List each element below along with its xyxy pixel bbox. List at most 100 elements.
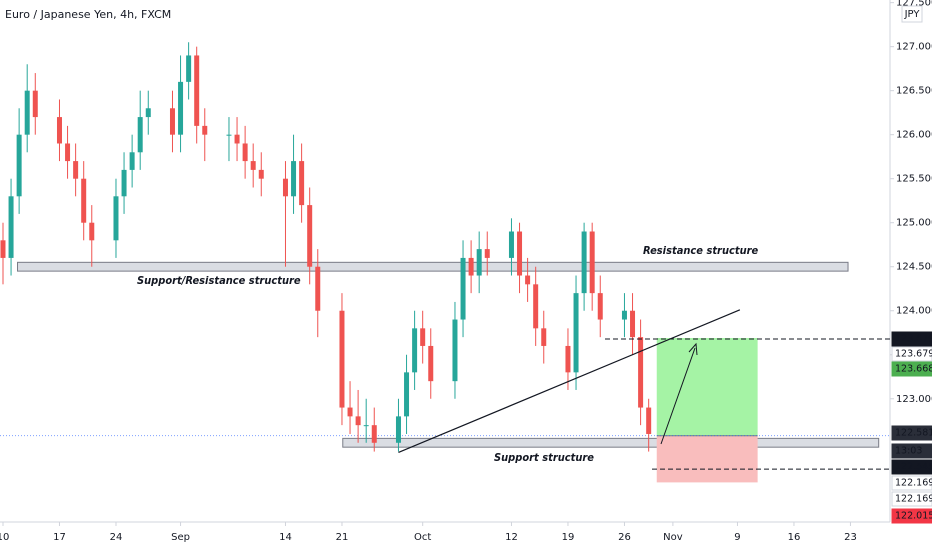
price-tag-label: 122.169 <box>895 478 932 489</box>
candle-body <box>81 178 87 223</box>
candle-body <box>508 231 514 258</box>
price-tag <box>891 361 932 377</box>
candle-body <box>452 319 458 382</box>
x-tick-label: Sep <box>171 532 190 543</box>
currency-box <box>901 5 923 23</box>
candle-body <box>404 372 410 417</box>
candle-body <box>16 134 22 197</box>
candle-body <box>169 108 175 135</box>
candle-body <box>589 231 595 294</box>
x-tick-label: 9 <box>734 532 740 543</box>
zone <box>342 437 880 448</box>
price-tag-label: 123.679 <box>895 334 932 345</box>
candle-body <box>621 310 627 320</box>
price-tag <box>891 425 932 441</box>
candle-body <box>355 416 361 426</box>
price-tag-label: 122.015 <box>895 511 932 522</box>
candle-body <box>525 275 531 285</box>
price-tag-label: 123.679 <box>895 349 932 360</box>
candle-body <box>89 222 95 241</box>
x-tick-label: 12 <box>505 532 518 543</box>
price-tag <box>891 346 932 362</box>
candle-body <box>533 284 539 329</box>
price-tag <box>891 508 932 524</box>
y-tick-label: 123.000 <box>896 394 932 405</box>
candle-body <box>32 90 38 118</box>
candle-body <box>73 161 79 179</box>
candle-body <box>347 407 353 417</box>
arrow-head <box>688 342 698 356</box>
candle-body <box>420 328 426 346</box>
price-tag <box>891 491 932 507</box>
candle-body <box>363 425 369 427</box>
x-tick-label: 24 <box>110 532 123 543</box>
y-tick-label: 126.500 <box>896 86 932 97</box>
candle-body <box>581 231 587 294</box>
candle-body <box>412 328 418 373</box>
annotation: Resistance structure <box>643 244 759 257</box>
candle-body <box>565 345 571 373</box>
x-tick-label: 14 <box>279 532 292 543</box>
candle-body <box>8 196 14 258</box>
price-tag-label: 122.545 <box>895 462 932 473</box>
candle-body <box>638 337 644 408</box>
x-tick-label: 19 <box>562 532 575 543</box>
x-tick-label: Nov <box>663 532 683 543</box>
annotation: Support/Resistance structure <box>137 274 301 287</box>
price-tag-label: 13:03 <box>895 446 922 457</box>
candle-body <box>258 169 264 179</box>
price-tag-label: 122.581 <box>895 428 932 439</box>
y-tick-label: 127.000 <box>896 42 932 53</box>
arrow-shaft <box>660 347 696 445</box>
candle-body <box>573 293 579 373</box>
candle-body <box>137 117 143 153</box>
candle-body <box>186 55 192 82</box>
y-tick-label: 127.500 <box>896 0 932 9</box>
candle-body <box>646 407 652 434</box>
candle-body <box>460 257 466 320</box>
zone <box>17 261 849 272</box>
candle-body <box>339 310 345 408</box>
candle-body <box>0 240 6 258</box>
candle-body <box>202 125 208 135</box>
price-tag-label: 123.668 <box>895 364 932 375</box>
candle-body <box>476 249 482 276</box>
candle-body <box>24 90 30 135</box>
overlay: 123.679 123.679 123.668 122.581 13:03 122.545… <box>660 331 932 524</box>
x-tick-label: 23 <box>844 532 857 543</box>
y-tick-label: 125.000 <box>896 218 932 229</box>
x-tick-label: 17 <box>53 532 66 543</box>
x-tick-label: 26 <box>618 532 631 543</box>
candle-body <box>65 143 71 162</box>
loss-zone <box>656 435 758 483</box>
y-tick-label: 124.500 <box>896 262 932 273</box>
candle-body <box>178 81 184 135</box>
candle-body <box>250 161 256 170</box>
price-tag <box>891 475 932 491</box>
price-tag <box>891 331 932 347</box>
candle-body <box>597 293 603 320</box>
price-tag <box>891 443 932 459</box>
candle-body <box>468 257 474 276</box>
candle-body <box>315 266 321 311</box>
candle-body <box>234 134 240 144</box>
profit-zone <box>656 338 758 436</box>
candle-body <box>282 178 288 197</box>
candle-body <box>56 117 62 144</box>
candle-body <box>242 143 248 162</box>
y-tick-label: 124.000 <box>896 306 932 317</box>
price-tag-label: 122.169 <box>895 494 932 505</box>
candle-body <box>395 416 401 443</box>
x-tick-label: 10 <box>0 532 9 543</box>
x-tick-label: Oct <box>414 532 431 543</box>
candle-body <box>226 134 232 136</box>
trendline <box>398 309 741 454</box>
candle-body <box>291 161 297 197</box>
x-tick-label: 16 <box>788 532 801 543</box>
candle-body <box>113 196 119 241</box>
candle-body <box>307 205 313 267</box>
chart-title: Euro / Japanese Yen, 4h, FXCM <box>5 8 171 21</box>
candle-body <box>484 249 490 258</box>
